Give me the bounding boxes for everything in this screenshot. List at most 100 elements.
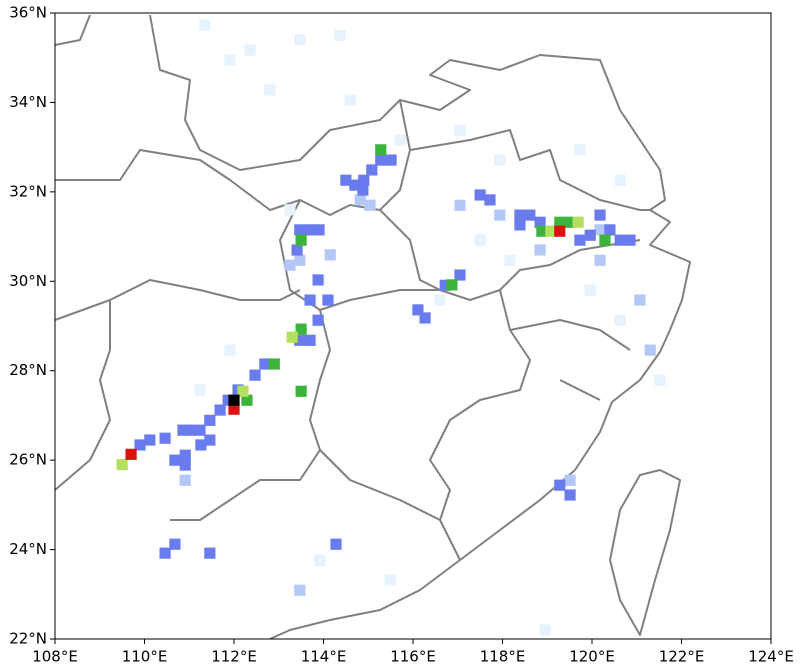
province-border: [379, 209, 641, 301]
grid-cell: [584, 284, 596, 296]
grid-cell: [614, 234, 626, 246]
grid-cell: [454, 199, 466, 211]
grid-cell: [294, 254, 306, 266]
boundaries: [54, 14, 691, 640]
x-tick-label: 112°E: [211, 648, 257, 666]
grid-cell: [194, 384, 206, 396]
grid-cell: [312, 274, 324, 286]
grid-cell: [228, 403, 240, 415]
grid-cell: [159, 547, 171, 559]
grid-cell: [385, 154, 397, 166]
grid-cell: [286, 331, 298, 343]
grid-cell: [169, 454, 181, 466]
grid-cell: [484, 194, 496, 206]
grid-cell: [204, 414, 216, 426]
grid-cell: [366, 164, 378, 176]
grid-cell: [291, 244, 303, 256]
grid-cell: [241, 394, 253, 406]
grid-cell: [524, 209, 536, 221]
grid-cell: [446, 279, 458, 291]
grid-cell: [545, 225, 557, 237]
grid-cell: [322, 294, 334, 306]
grid-cell: [357, 184, 369, 196]
grid-cell: [439, 279, 451, 291]
grid-cell: [264, 84, 276, 96]
grid-cell: [284, 204, 296, 216]
grid-cell: [194, 424, 206, 436]
grid-cell: [244, 44, 256, 56]
grid-cell: [204, 547, 216, 559]
axes-frame: [54, 12, 772, 640]
x-tick-label: 122°E: [659, 648, 705, 666]
grid-cell: [224, 344, 236, 356]
grid-cell: [434, 294, 446, 306]
grid-cell: [294, 334, 306, 346]
grid-cell: [564, 474, 576, 486]
grid-cell: [204, 434, 216, 446]
grid-cell: [304, 334, 316, 346]
grid-cell: [330, 538, 342, 550]
grid-cell: [584, 229, 596, 241]
grid-cell: [624, 234, 636, 246]
grid-cell: [116, 459, 128, 471]
grid-cell: [654, 374, 666, 386]
cells: [116, 19, 666, 636]
grid-cell: [474, 234, 486, 246]
grid-cell: [534, 244, 546, 256]
y-tick-label: 30°N: [9, 272, 47, 290]
grid-cell: [375, 144, 387, 156]
grid-cell: [594, 224, 606, 236]
grid-cell: [228, 394, 240, 406]
grid-cell: [159, 432, 171, 444]
grid-cell: [268, 358, 280, 370]
grid-cell: [594, 209, 606, 221]
grid-cell: [634, 294, 646, 306]
x-tick-label: 116°E: [390, 648, 436, 666]
grid-cell: [419, 312, 431, 324]
grid-cell: [554, 225, 566, 237]
grid-cell: [179, 474, 191, 486]
y-tick-label: 32°N: [9, 182, 47, 200]
grid-cell: [364, 199, 376, 211]
grid-cell: [574, 144, 586, 156]
y-tick-label: 26°N: [9, 451, 47, 469]
y-tick-label: 24°N: [9, 540, 47, 558]
x-tick-label: 108°E: [32, 648, 78, 666]
grid-cell: [304, 224, 316, 236]
grid-cell: [384, 574, 396, 586]
province-border: [54, 14, 621, 171]
grid-cell: [394, 134, 406, 146]
grid-cell: [134, 439, 146, 451]
grid-cell: [344, 94, 356, 106]
grid-cell: [494, 209, 506, 221]
x-tick-label: 114°E: [301, 648, 347, 666]
grid-cell: [314, 554, 326, 566]
grid-cell: [259, 358, 271, 370]
grid-cell: [284, 259, 296, 271]
grid-cell: [614, 314, 626, 326]
grid-cell: [644, 344, 656, 356]
grid-cell: [604, 224, 616, 236]
grid-cell: [295, 323, 307, 335]
grid-cell: [504, 254, 516, 266]
grid-cell: [179, 449, 191, 461]
grid-cell: [295, 234, 307, 246]
grid-cell: [599, 234, 611, 246]
grid-cell: [249, 369, 261, 381]
grid-cell: [474, 189, 486, 201]
x-tick-label: 110°E: [122, 648, 168, 666]
grid-cell: [554, 479, 566, 491]
x-tick-label: 118°E: [480, 648, 526, 666]
grid-cell: [304, 294, 316, 306]
grid-cell: [454, 269, 466, 281]
province-border: [54, 279, 331, 521]
grid-cell: [195, 439, 207, 451]
grid-cell: [572, 216, 584, 228]
grid-cell: [534, 216, 546, 228]
grid-cell: [237, 385, 249, 397]
grid-cell: [144, 434, 156, 446]
grid-cell: [294, 34, 306, 46]
taiwan: [609, 469, 681, 636]
grid-cell: [294, 224, 306, 236]
